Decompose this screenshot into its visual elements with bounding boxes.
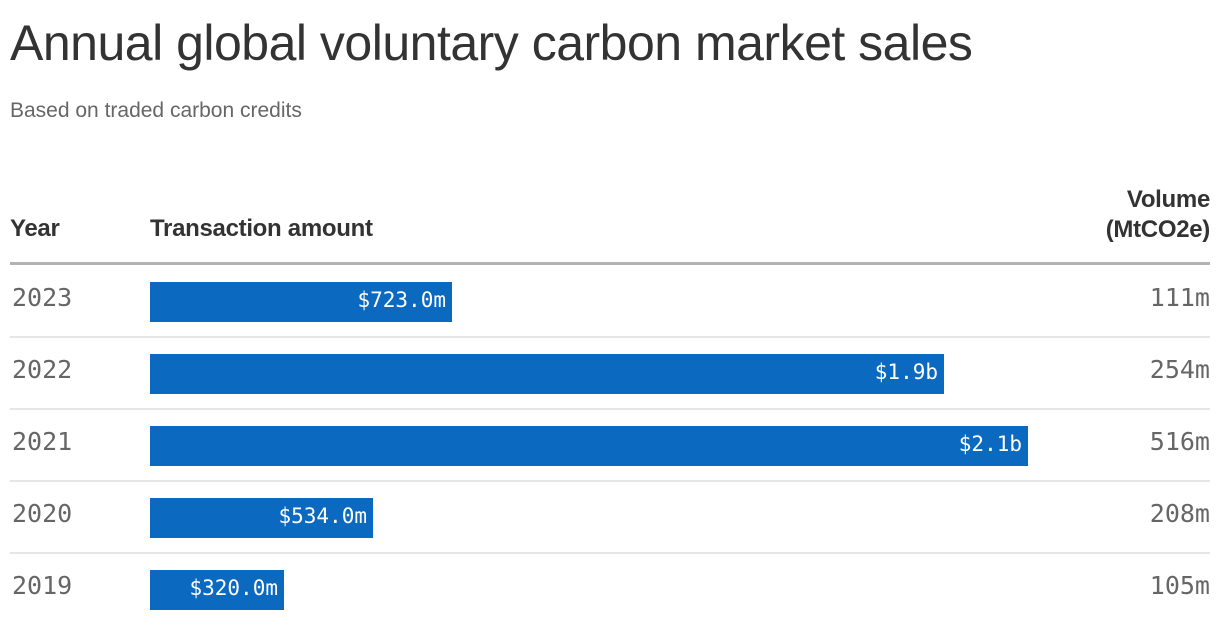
chart-title: Annual global voluntary carbon market sa…	[10, 15, 973, 71]
volume-cell: 254m	[1149, 355, 1210, 384]
table-row: 2022 $1.9b 254m	[10, 337, 1210, 410]
column-header-volume: Volume (MtCO2e)	[1105, 185, 1211, 245]
amount-bar: $1.9b	[150, 354, 944, 394]
amount-label: $534.0m	[278, 504, 367, 528]
amount-bar: $2.1b	[150, 426, 1028, 466]
amount-label: $320.0m	[189, 576, 278, 600]
row-divider	[10, 552, 1210, 554]
year-cell: 2023	[12, 283, 73, 312]
column-header-volume-line1: Volume	[1126, 186, 1210, 213]
amount-bar: $320.0m	[150, 570, 284, 610]
column-header-amount: Transaction amount	[150, 215, 373, 242]
table-row: 2023 $723.0m 111m	[10, 265, 1210, 338]
year-cell: 2022	[12, 355, 73, 384]
amount-bar: $534.0m	[150, 498, 373, 538]
year-cell: 2020	[12, 499, 73, 528]
column-header-volume-line2: (MtCO2e)	[1105, 216, 1211, 243]
column-header-year: Year	[10, 215, 60, 242]
row-divider	[10, 336, 1210, 338]
table-row: 2021 $2.1b 516m	[10, 409, 1210, 482]
table-row: 2019 $320.0m 105m	[10, 553, 1210, 625]
volume-cell: 208m	[1149, 499, 1210, 528]
amount-label: $1.9b	[874, 360, 938, 384]
year-cell: 2021	[12, 427, 73, 456]
row-divider	[10, 408, 1210, 410]
row-divider	[10, 480, 1210, 482]
amount-label: $723.0m	[357, 288, 446, 312]
chart-subtitle: Based on traded carbon credits	[10, 99, 302, 122]
volume-cell: 105m	[1149, 571, 1210, 600]
amount-label: $2.1b	[958, 432, 1022, 456]
year-cell: 2019	[12, 571, 73, 600]
amount-bar: $723.0m	[150, 282, 452, 322]
header-divider	[10, 262, 1210, 265]
volume-cell: 516m	[1149, 427, 1210, 456]
table-row: 2020 $534.0m 208m	[10, 481, 1210, 554]
volume-cell: 111m	[1149, 283, 1210, 312]
